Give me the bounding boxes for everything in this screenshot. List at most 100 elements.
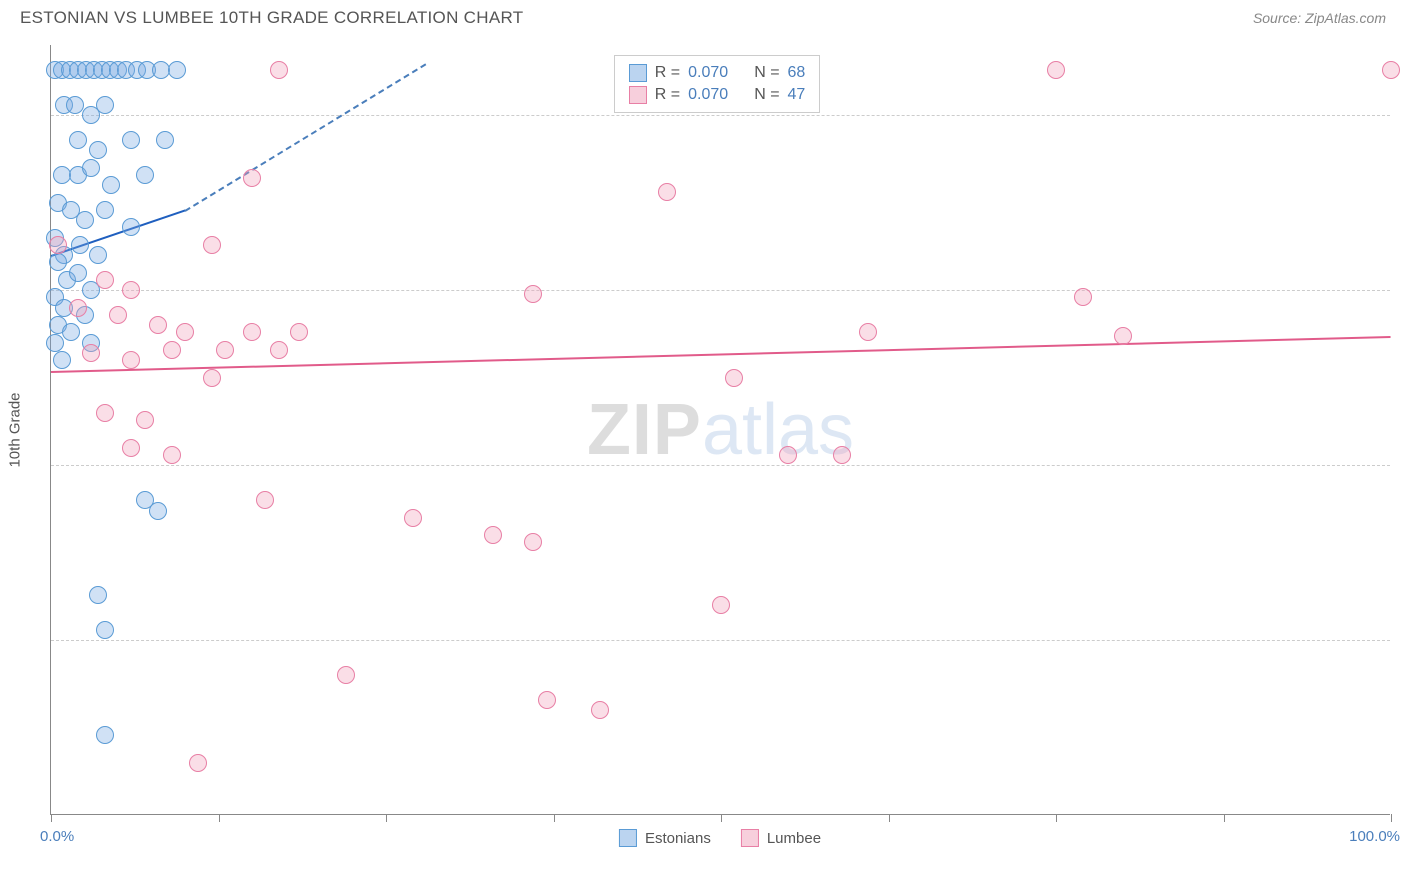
legend-label: Estonians [645,830,711,847]
x-axis-max-label: 100.0% [1349,828,1400,845]
bottom-legend-item: Estonians [619,829,711,847]
chart-container: 10th Grade ZIPatlas 85.0%90.0%95.0%100.0… [50,45,1390,815]
data-point [122,351,140,369]
gridline [51,290,1390,291]
data-point [102,176,120,194]
data-point [149,502,167,520]
watermark-atlas: atlas [702,390,854,470]
legend-r-label: R = [655,64,680,82]
data-point [96,726,114,744]
data-point [1114,327,1132,345]
data-point [484,526,502,544]
legend-row: R =0.070N =68 [629,62,806,84]
legend-label: Lumbee [767,830,821,847]
data-point [82,344,100,362]
data-point [109,306,127,324]
gridline [51,115,1390,116]
data-point [168,61,186,79]
data-point [71,236,89,254]
data-point [62,323,80,341]
data-point [49,253,67,271]
legend-swatch [741,829,759,847]
data-point [122,218,140,236]
data-point [136,166,154,184]
data-point [524,533,542,551]
data-point [69,264,87,282]
legend-swatch [629,64,647,82]
chart-header: ESTONIAN VS LUMBEE 10TH GRADE CORRELATIO… [0,0,1406,32]
gridline [51,465,1390,466]
legend-swatch [619,829,637,847]
data-point [96,96,114,114]
x-tick [1056,814,1057,822]
data-point [96,201,114,219]
data-point [69,299,87,317]
legend-r-label: R = [655,86,680,104]
legend-box: R =0.070N =68R =0.070N =47 [614,55,821,113]
legend-r-value: 0.070 [688,86,728,104]
trend-line [184,63,426,212]
data-point [96,404,114,422]
bottom-legend-item: Lumbee [741,829,821,847]
data-point [96,621,114,639]
data-point [163,446,181,464]
y-axis-label: 10th Grade [7,392,24,467]
data-point [96,271,114,289]
data-point [149,316,167,334]
plot-area: ZIPatlas 85.0%90.0%95.0%100.0%R =0.070N … [50,45,1390,815]
data-point [337,666,355,684]
bottom-legend: Estonians Lumbee [619,829,821,847]
legend-n-label: N = [754,64,779,82]
data-point [89,246,107,264]
data-point [122,281,140,299]
data-point [46,334,64,352]
data-point [290,323,308,341]
data-point [591,701,609,719]
legend-swatch [629,86,647,104]
legend-n-value: 47 [788,86,806,104]
y-tick-label: 95.0% [1400,282,1406,299]
data-point [725,369,743,387]
legend-row: R = 0.070 N = 47 [629,84,806,106]
data-point [69,131,87,149]
y-tick-label: 90.0% [1400,457,1406,474]
data-point [270,341,288,359]
data-point [76,211,94,229]
x-tick [1391,814,1392,822]
watermark-zip: ZIP [587,390,702,470]
legend-r-value: 0.070 [688,64,728,82]
legend-n-label: N = [754,86,779,104]
data-point [270,61,288,79]
watermark: ZIPatlas [587,389,854,471]
data-point [122,439,140,457]
data-point [538,691,556,709]
data-point [243,323,261,341]
data-point [524,285,542,303]
x-tick [219,814,220,822]
data-point [859,323,877,341]
y-tick-label: 85.0% [1400,632,1406,649]
data-point [1047,61,1065,79]
data-point [136,411,154,429]
x-tick [1224,814,1225,822]
data-point [216,341,234,359]
data-point [163,341,181,359]
data-point [49,236,67,254]
chart-title: ESTONIAN VS LUMBEE 10TH GRADE CORRELATIO… [20,8,523,28]
data-point [122,131,140,149]
data-point [53,351,71,369]
x-tick [386,814,387,822]
trend-line [51,336,1391,373]
data-point [404,509,422,527]
x-axis-min-label: 0.0% [40,828,74,845]
data-point [89,141,107,159]
data-point [176,323,194,341]
data-point [256,491,274,509]
data-point [779,446,797,464]
data-point [243,169,261,187]
y-tick-label: 100.0% [1400,107,1406,124]
x-tick [554,814,555,822]
x-tick [721,814,722,822]
gridline [51,640,1390,641]
data-point [1074,288,1092,306]
